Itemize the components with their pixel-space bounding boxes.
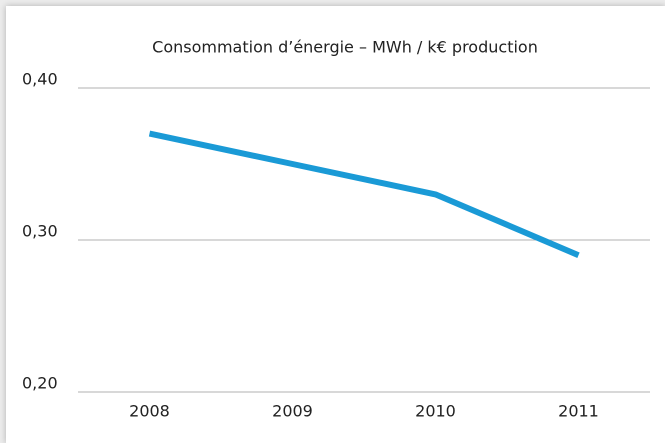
x-tick-label: 2009 [272,402,313,421]
line [148,130,580,258]
x-tick-label: 2010 [415,402,456,421]
x-tick-label: 2008 [129,402,170,421]
chart-title: Consommation d’énergie – MWh / k€ produc… [152,38,538,57]
x-tick-label: 2011 [558,402,599,421]
y-tick-label: 0,40 [22,70,58,89]
card [6,6,665,443]
y-tick-label: 0,20 [22,374,58,393]
y-tick-label: 0,30 [22,222,58,241]
